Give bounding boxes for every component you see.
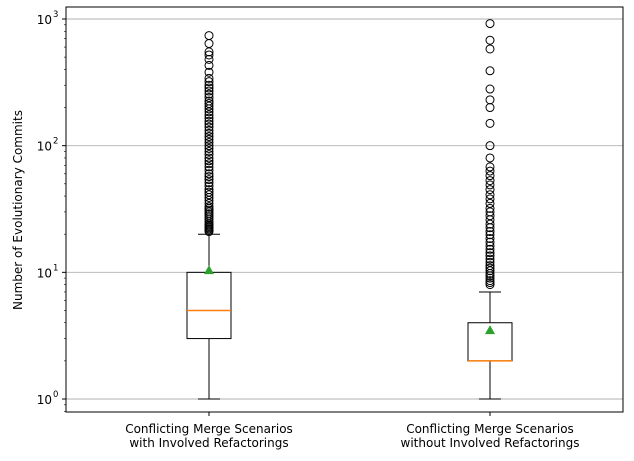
- outlier-point: [486, 119, 494, 127]
- y-tick-label: 10: [37, 393, 52, 407]
- x-tick-label: Conflicting Merge Scenarios: [125, 422, 293, 436]
- outlier-point: [205, 40, 213, 48]
- outlier-point: [486, 172, 494, 180]
- x-tick-label: without Involved Refactorings: [401, 436, 580, 450]
- outlier-point: [486, 85, 494, 93]
- y-tick-label: 10: [37, 266, 52, 280]
- y-tick-exponent: 0: [53, 390, 58, 400]
- y-tick-label: 10: [37, 140, 52, 154]
- outlier-point: [486, 20, 494, 28]
- mean-marker: [485, 325, 495, 334]
- outlier-point: [486, 186, 494, 194]
- outlier-point: [486, 36, 494, 44]
- boxplot-series: [187, 20, 512, 399]
- outlier-point: [486, 67, 494, 75]
- outlier-point: [486, 45, 494, 53]
- box-group: [468, 20, 512, 399]
- iqr-box: [187, 272, 231, 338]
- box-group: [187, 32, 231, 399]
- outlier-point: [486, 199, 494, 207]
- grid-lines: [66, 19, 623, 399]
- plot-frame: [66, 7, 623, 412]
- mean-marker: [204, 265, 214, 274]
- x-tick-label: Conflicting Merge Scenarios: [406, 422, 574, 436]
- y-tick-exponent: 1: [53, 263, 58, 273]
- y-tick-exponent: 2: [53, 137, 58, 147]
- y-tick-exponent: 3: [53, 10, 58, 20]
- y-axis-label: Number of Evolutionary Commits: [11, 110, 25, 310]
- outlier-point: [205, 32, 213, 40]
- y-tick-label: 10: [37, 13, 52, 27]
- outlier-point: [486, 104, 494, 112]
- x-tick-label: with Involved Refactorings: [129, 436, 288, 450]
- outlier-point: [486, 96, 494, 104]
- outlier-point: [486, 154, 494, 162]
